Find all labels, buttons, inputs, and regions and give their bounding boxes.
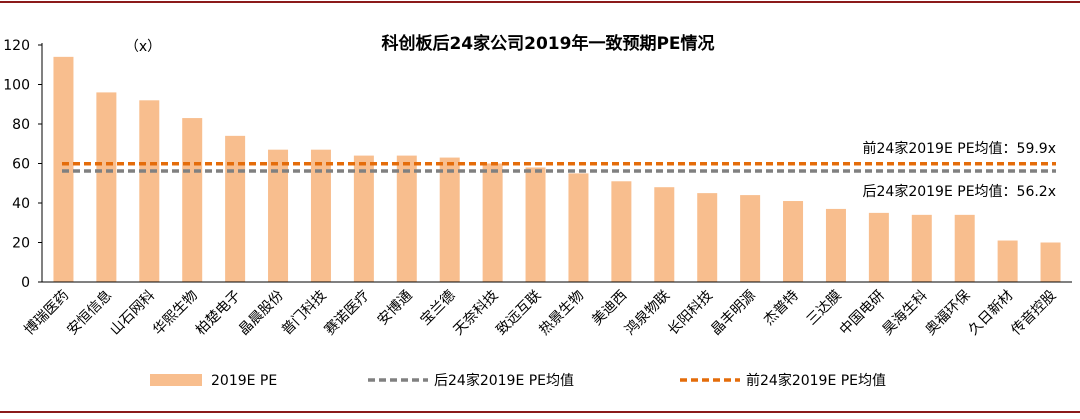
- bar-5: [225, 135, 246, 282]
- bar-17: [740, 195, 761, 282]
- bar-12: [525, 167, 546, 282]
- y-tick-label: 0: [21, 275, 30, 291]
- bar-7: [310, 149, 331, 282]
- bar-19: [825, 208, 846, 282]
- bar-9: [396, 155, 417, 282]
- bar-24: [1040, 242, 1061, 282]
- ref-line-label-1: 前24家2019E PE均值：59.9x: [863, 140, 1056, 157]
- bar-2: [96, 92, 117, 283]
- y-tick-label: 100: [3, 78, 30, 94]
- legend-label: 后24家2019E PE均值: [434, 372, 574, 389]
- bar-10: [439, 157, 460, 282]
- bar-3: [139, 100, 160, 282]
- bar-14: [611, 181, 632, 282]
- bar-8: [353, 155, 374, 282]
- bar-21: [911, 214, 932, 282]
- bar-22: [954, 214, 975, 282]
- y-tick-label: 40: [12, 196, 30, 212]
- y-tick-label: 120: [3, 38, 30, 54]
- bar-6: [268, 149, 289, 282]
- y-unit-label: （x）: [125, 39, 161, 55]
- y-tick-label: 60: [12, 157, 30, 173]
- bar-4: [182, 118, 203, 282]
- bar-11: [482, 163, 503, 282]
- ref-line-label-2: 后24家2019E PE均值：56.2x: [863, 183, 1056, 200]
- bar-15: [654, 187, 675, 282]
- legend-label: 前24家2019E PE均值: [746, 372, 886, 389]
- bar-23: [997, 240, 1018, 282]
- bar-13: [568, 173, 589, 282]
- legend-label: 2019E PE: [211, 373, 277, 389]
- bar-16: [697, 193, 718, 282]
- y-tick-label: 20: [12, 236, 30, 252]
- bar-20: [868, 212, 889, 282]
- legend-swatch-bar: [150, 374, 202, 386]
- chart-title: 科创板后24家公司2019年一致预期PE情况: [381, 33, 714, 54]
- bar-18: [783, 201, 804, 282]
- y-tick-label: 80: [12, 117, 30, 133]
